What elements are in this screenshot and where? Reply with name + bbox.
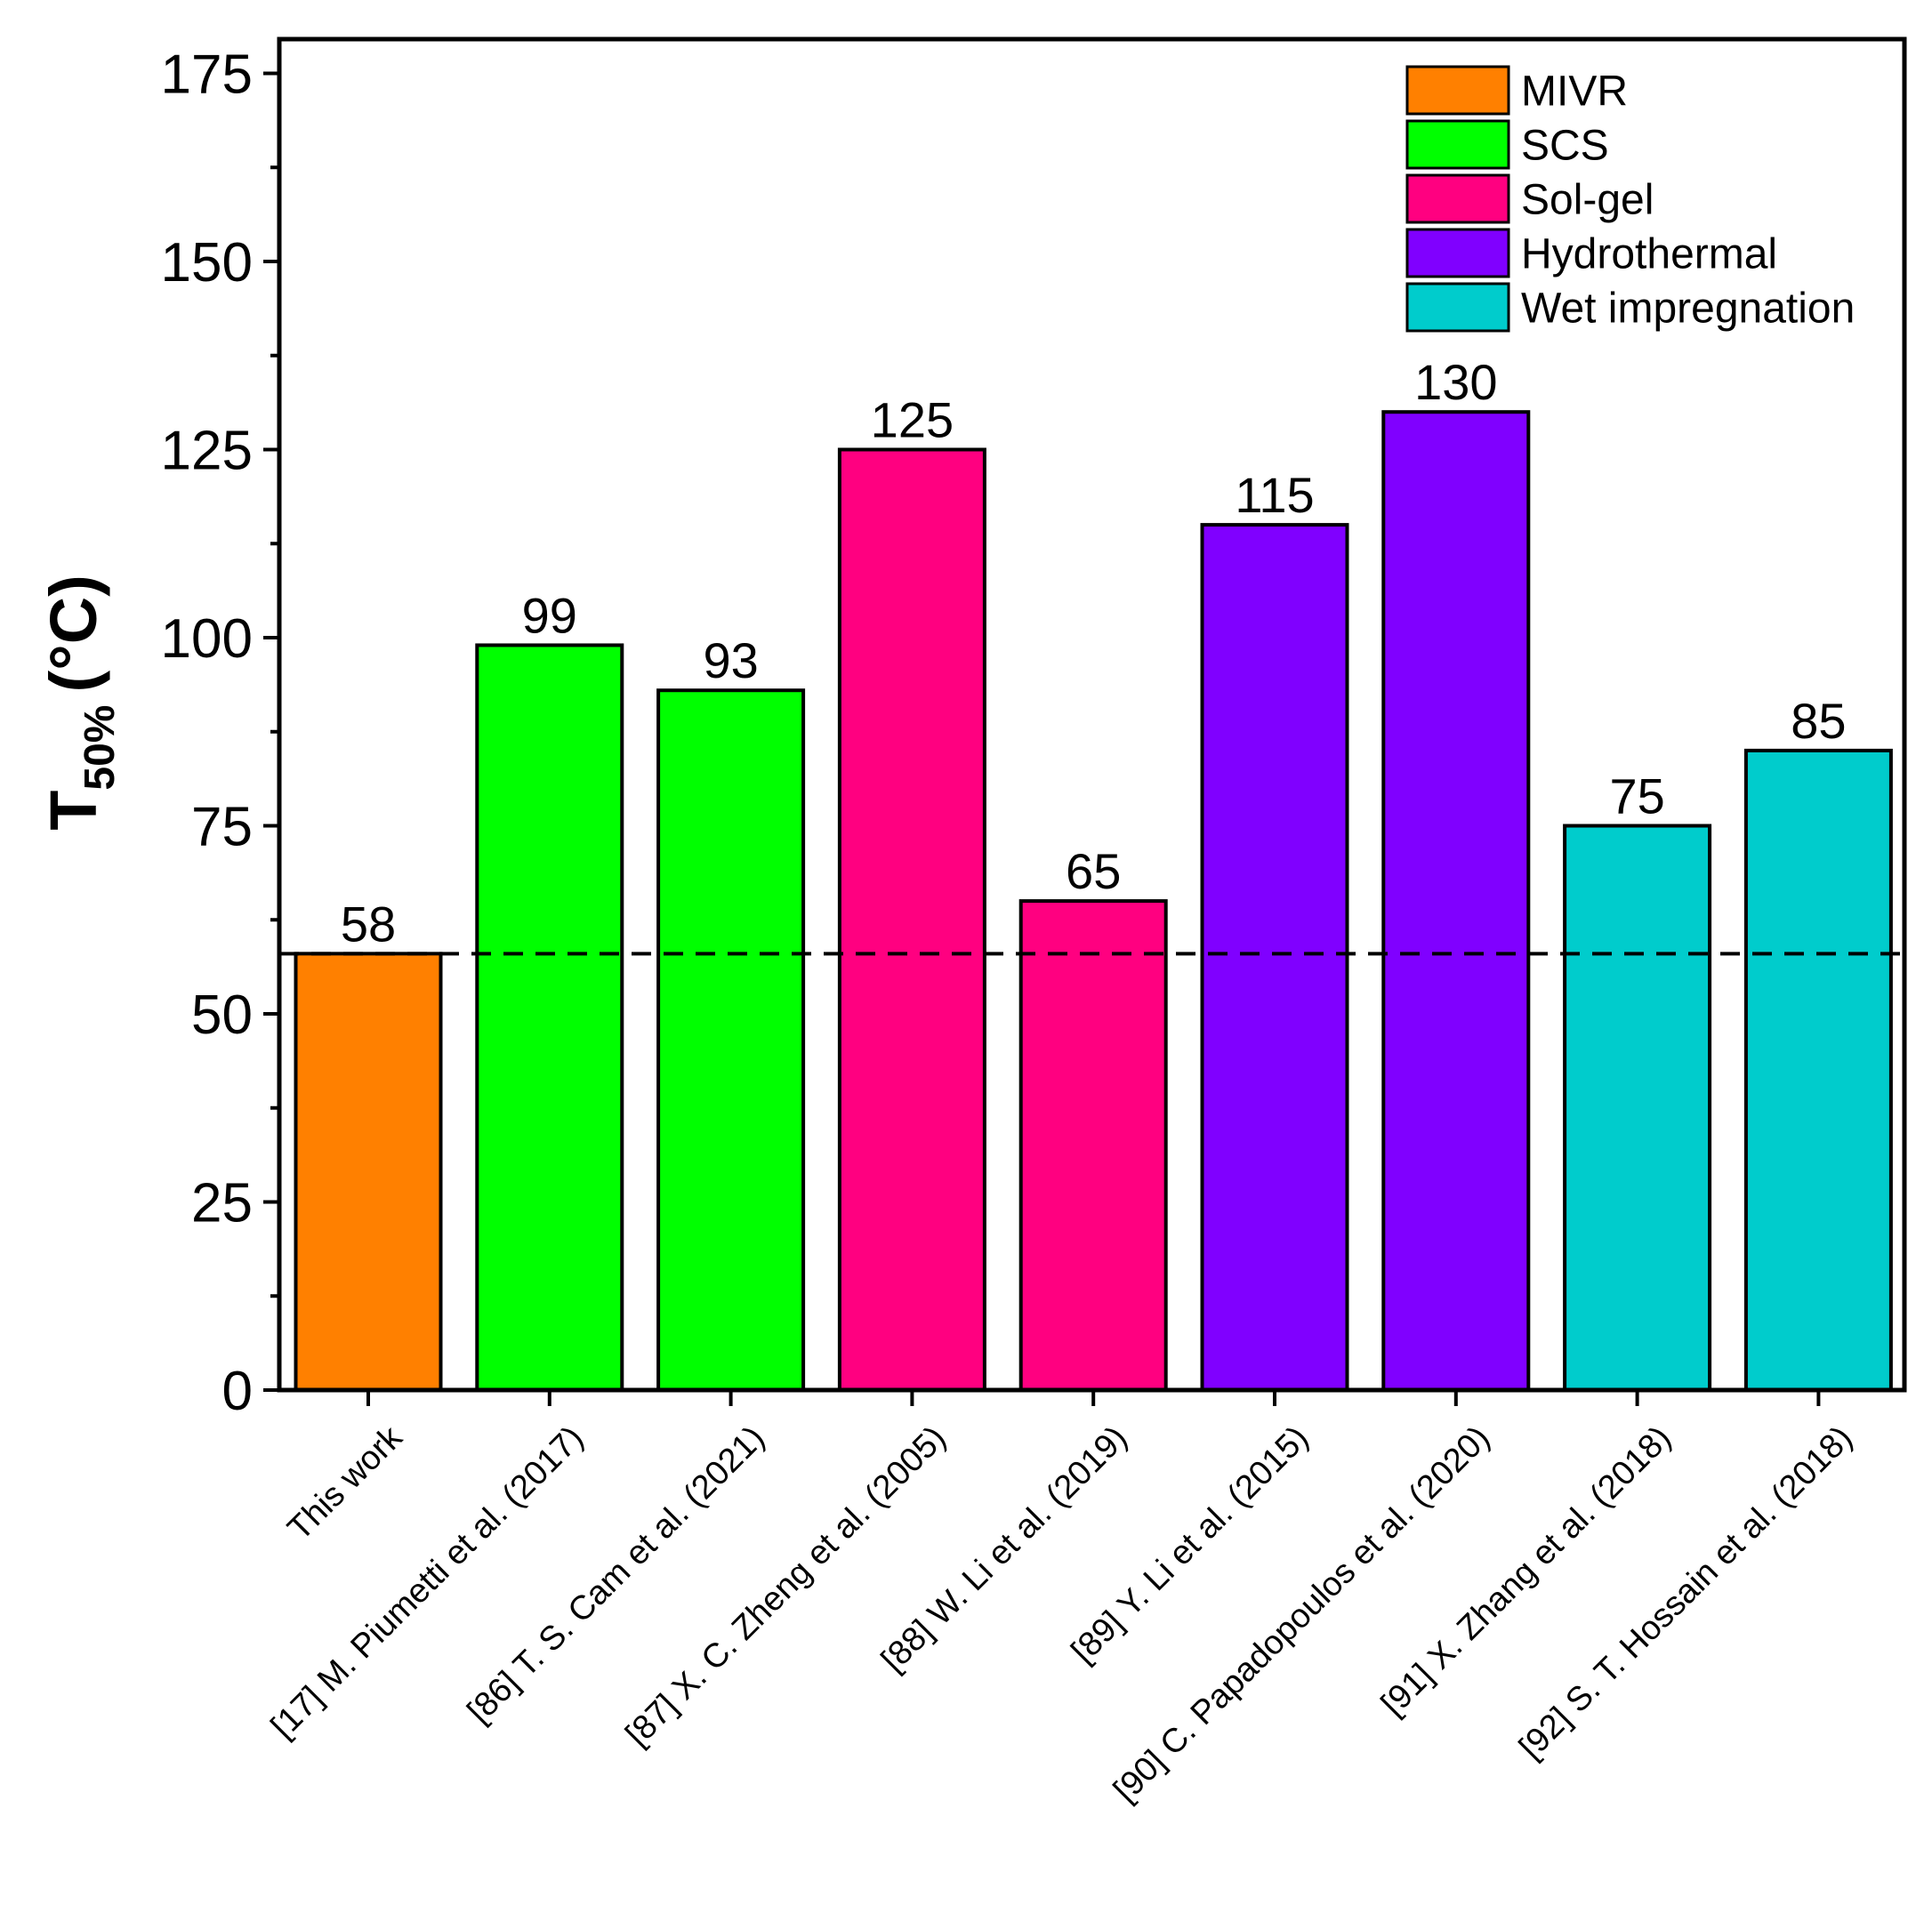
- legend-swatch: [1405, 173, 1510, 224]
- y-tick-label: 125: [161, 421, 253, 482]
- y-tick-label: 50: [191, 985, 253, 1046]
- bar-6: [1200, 523, 1349, 1392]
- bar-value-label: 93: [703, 632, 758, 688]
- bar-value-label: 125: [871, 392, 954, 448]
- x-axis: This work[17] M. Piumetti et al. (2017)[…: [264, 1390, 1860, 1810]
- y-tick-label: 75: [191, 797, 253, 858]
- x-tick-label: [90] C. Papadopoulos et al. (2020): [1107, 1419, 1497, 1810]
- bar-value-label: 58: [341, 896, 396, 952]
- bar-8: [1563, 824, 1712, 1392]
- y-tick-label: 0: [222, 1361, 253, 1422]
- x-tick-label: [91] X. Zhang et al. (2018): [1374, 1419, 1678, 1724]
- legend-label: SCS: [1521, 123, 1609, 170]
- bar-1: [294, 952, 443, 1392]
- y-axis-title-main: T: [36, 791, 110, 831]
- bar-9: [1743, 748, 1893, 1392]
- bar-value-label: 99: [522, 587, 577, 643]
- legend-label: Wet impregnation: [1521, 285, 1855, 333]
- bar-2: [475, 643, 624, 1392]
- bar-7: [1381, 410, 1531, 1393]
- y-tick-label: 175: [161, 44, 253, 106]
- data-labels-group: 58 99 93 125 65 115 130 75 85: [341, 354, 1847, 952]
- legend: MIVR SCS Sol-gel Hydrothermal Wet impregnati…: [1405, 65, 1855, 333]
- bar-value-label: 130: [1414, 354, 1497, 410]
- y-axis-title-subscript: 50%: [76, 705, 124, 791]
- x-tick-label: [86] T. S. Cam et al. (2021): [461, 1419, 772, 1731]
- bar-3: [656, 688, 806, 1392]
- bar-value-label: 75: [1609, 768, 1664, 824]
- bar-value-label: 115: [1235, 467, 1314, 523]
- bar-5: [1018, 899, 1168, 1392]
- y-axis-title: T50% (°C): [36, 575, 124, 831]
- legend-swatch: [1405, 65, 1510, 116]
- x-tick-label: [17] M. Piumetti et al. (2017): [264, 1419, 591, 1746]
- legend-label: Hydrothermal: [1521, 231, 1777, 278]
- bars-group: [294, 410, 1893, 1393]
- x-tick-label: This work: [281, 1419, 410, 1547]
- legend-swatch: [1405, 119, 1510, 170]
- bar-value-label: 85: [1791, 693, 1846, 749]
- bar-value-label: 65: [1066, 843, 1121, 899]
- x-tick-label: [87] X. C. Zheng et al. (2005): [619, 1419, 954, 1754]
- x-tick-label: [92] S. T. Hossain et al. (2018): [1512, 1419, 1860, 1767]
- legend-label: MIVR: [1521, 68, 1628, 116]
- y-axis: 0 25 50 75 100 125 150 175: [161, 44, 279, 1422]
- bar-4: [837, 447, 986, 1392]
- legend-swatch: [1405, 228, 1510, 278]
- legend-label: Sol-gel: [1521, 177, 1654, 224]
- y-tick-label: 100: [161, 608, 253, 670]
- legend-swatch: [1405, 282, 1510, 333]
- y-tick-label: 150: [161, 232, 253, 293]
- y-axis-title-unit: (°C): [36, 575, 110, 692]
- y-tick-label: 25: [191, 1173, 253, 1234]
